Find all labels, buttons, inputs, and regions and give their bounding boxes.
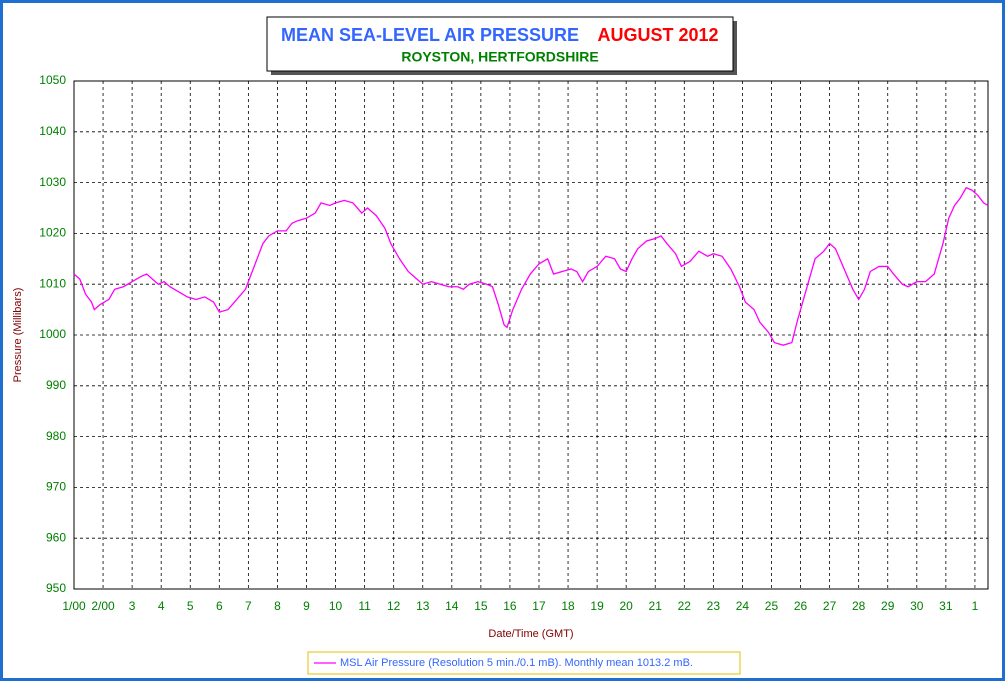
y-tick-label: 1030 (39, 175, 66, 189)
y-axis-label: Pressure (Millibars) (12, 288, 24, 383)
line (73, 186, 989, 346)
y-tick-label: 1040 (39, 124, 66, 138)
x-tick-label: 8 (274, 599, 281, 613)
y-tick-label: 1000 (39, 327, 66, 341)
x-tick-label: 7 (245, 599, 252, 613)
x-tick-label: 24 (736, 599, 750, 613)
x-tick-label: 18 (561, 599, 575, 613)
y-tick-label: 990 (46, 378, 66, 392)
subtitle: ROYSTON, HERTFORDSHIRE (401, 49, 598, 65)
y-tick-label: 980 (46, 429, 66, 443)
plot-border (73, 80, 989, 590)
y-tick-label: 970 (46, 480, 66, 494)
x-tick-label: 14 (445, 599, 459, 613)
x-tick-label: 2/00 (91, 599, 115, 613)
y-tick-label: 960 (46, 530, 66, 544)
x-tick-label: 28 (852, 599, 866, 613)
x-tick-label: 29 (881, 599, 895, 613)
x-tick-label: 3 (129, 599, 136, 613)
x-tick-label: 9 (303, 599, 310, 613)
x-tick-label: 12 (387, 599, 401, 613)
x-tick-label: 1 (972, 599, 979, 613)
x-tick-label: 17 (532, 599, 546, 613)
legend-entry: MSL Air Pressure (Resolution 5 min./0.1 … (340, 657, 693, 669)
title-box (266, 16, 734, 72)
x-tick-label: 6 (216, 599, 223, 613)
x-tick-label: 4 (158, 599, 165, 613)
x-tick-label: 13 (416, 599, 430, 613)
x-tick-label: 10 (329, 599, 343, 613)
x-tick-label: 5 (187, 599, 194, 613)
title-period: AUGUST 2012 (597, 25, 718, 45)
x-tick-label: 30 (910, 599, 924, 613)
x-axis-label: Date/Time (GMT) (488, 628, 573, 640)
x-tick-label: 27 (823, 599, 837, 613)
x-tick-label: 26 (794, 599, 808, 613)
chart-title: MEAN SEA-LEVEL AIR PRESSURE (281, 25, 579, 45)
x-tick-label: 1/00 (62, 599, 86, 613)
x-tick-label: 22 (678, 599, 692, 613)
x-tick-label: 11 (358, 599, 371, 613)
y-tick-label: 1050 (39, 73, 66, 87)
x-tick-label: 16 (503, 599, 517, 613)
x-tick-label: 31 (939, 599, 953, 613)
y-tick-label: 950 (46, 581, 66, 595)
legend-box (307, 651, 741, 675)
y-tick-label: 1010 (39, 276, 66, 290)
y-tick-label: 1020 (39, 226, 66, 240)
x-tick-label: 23 (707, 599, 721, 613)
x-tick-label: 20 (619, 599, 633, 613)
x-tick-label: 21 (649, 599, 663, 613)
x-tick-label: 15 (474, 599, 488, 613)
x-tick-label: 19 (590, 599, 604, 613)
x-tick-label: 25 (765, 599, 779, 613)
